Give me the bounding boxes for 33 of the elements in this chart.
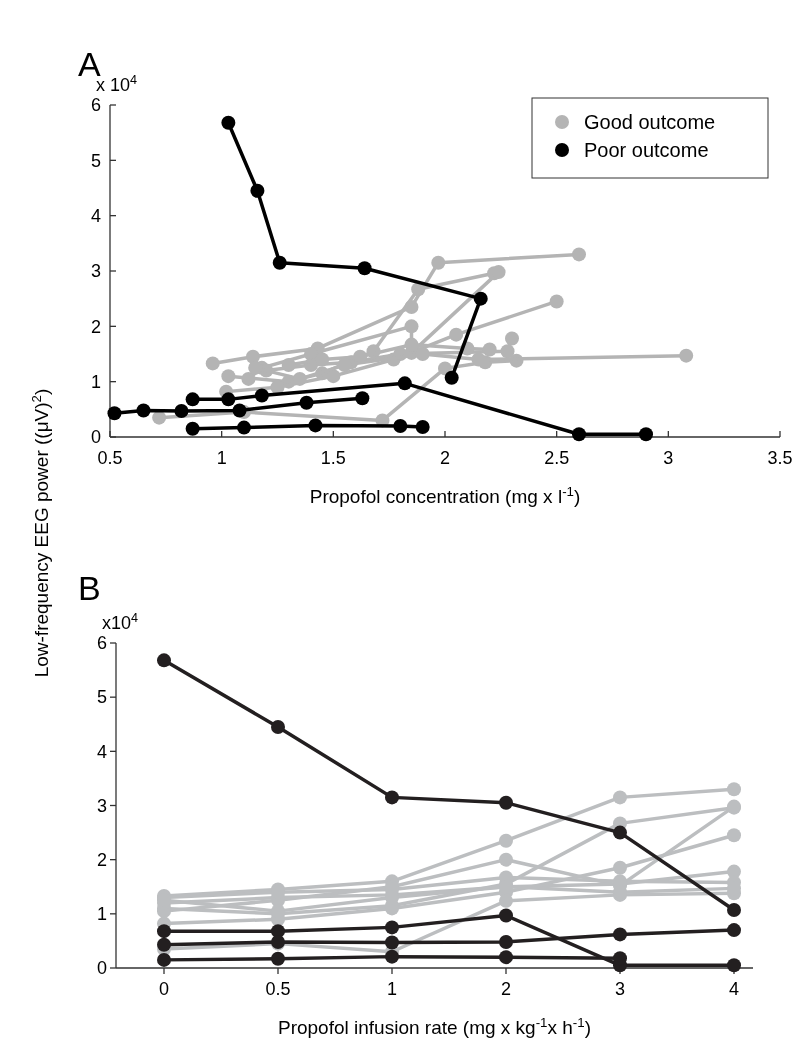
x-tick-label: 3.5 — [767, 448, 793, 468]
chart-title: B — [78, 569, 101, 607]
x-tick-label: 3 — [663, 448, 674, 468]
x-tick-label: 1.5 — [320, 448, 346, 468]
x-tick-label: 1 — [386, 979, 398, 999]
x-tick-label: 2 — [500, 979, 512, 999]
x-tick-label: 4 — [728, 979, 740, 999]
x-tick-label: 2.5 — [544, 448, 570, 468]
x-tick-label: 2 — [439, 448, 451, 468]
x-tick-label: 0.5 — [97, 448, 123, 468]
y-tick-label: 6 — [90, 95, 101, 116]
y-tick-label: 1 — [90, 371, 101, 392]
x-tick-label: 0 — [158, 979, 170, 999]
y-tick-label: 2 — [96, 849, 107, 870]
x-tick-label: 1 — [216, 448, 227, 468]
y-tick-label: 3 — [90, 261, 101, 282]
x-axis-title: Propofol concentration (mg x l$^{-1}$) — [309, 483, 581, 507]
x-tick-label: 0.5 — [265, 979, 291, 999]
text: x10$^{4}$ — [102, 611, 139, 633]
y-tick-label: 4 — [90, 205, 101, 226]
y-tick-label: 1 — [96, 904, 107, 925]
y-tick-label: 5 — [96, 687, 107, 708]
legend-label: Good outcome — [584, 111, 716, 133]
y-tick-label: 0 — [96, 958, 107, 979]
x-tick-label: 3 — [614, 979, 626, 999]
y-tick-label: 2 — [90, 316, 101, 337]
y-tick-label: 6 — [96, 633, 107, 654]
y-tick-label: 3 — [96, 795, 107, 816]
x-axis-title: Propofol infusion rate (mg x kg$^{-1}$x h$^{-1}$) — [277, 1014, 592, 1038]
y-tick-label: 0 — [90, 427, 101, 448]
y-tick-label: 5 — [90, 150, 101, 171]
legend-label: Poor outcome — [584, 139, 709, 161]
y-tick-label: 4 — [96, 741, 107, 762]
